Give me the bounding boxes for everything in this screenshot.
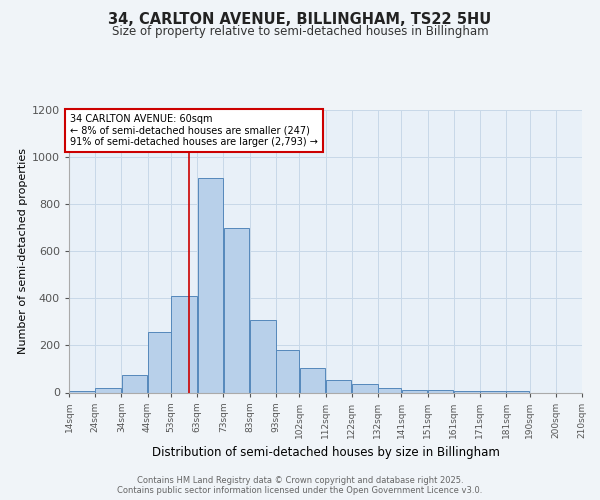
- Bar: [172, 296, 197, 392]
- Y-axis label: Number of semi-detached properties: Number of semi-detached properties: [17, 148, 28, 354]
- Bar: [378, 388, 401, 392]
- Bar: [250, 320, 275, 392]
- Bar: [276, 350, 299, 393]
- Bar: [352, 384, 377, 392]
- Text: Contains public sector information licensed under the Open Government Licence v3: Contains public sector information licen…: [118, 486, 482, 495]
- Bar: [326, 380, 352, 392]
- X-axis label: Distribution of semi-detached houses by size in Billingham: Distribution of semi-detached houses by …: [152, 446, 499, 459]
- Text: Contains HM Land Registry data © Crown copyright and database right 2025.: Contains HM Land Registry data © Crown c…: [137, 476, 463, 485]
- Text: 34 CARLTON AVENUE: 60sqm
← 8% of semi-detached houses are smaller (247)
91% of s: 34 CARLTON AVENUE: 60sqm ← 8% of semi-de…: [70, 114, 318, 146]
- Bar: [95, 388, 121, 392]
- Bar: [148, 332, 171, 392]
- Bar: [299, 368, 325, 392]
- Text: Size of property relative to semi-detached houses in Billingham: Size of property relative to semi-detach…: [112, 25, 488, 38]
- Bar: [197, 178, 223, 392]
- Bar: [122, 375, 147, 392]
- Bar: [428, 390, 454, 392]
- Bar: [401, 390, 427, 392]
- Text: 34, CARLTON AVENUE, BILLINGHAM, TS22 5HU: 34, CARLTON AVENUE, BILLINGHAM, TS22 5HU: [109, 12, 491, 28]
- Bar: [224, 228, 250, 392]
